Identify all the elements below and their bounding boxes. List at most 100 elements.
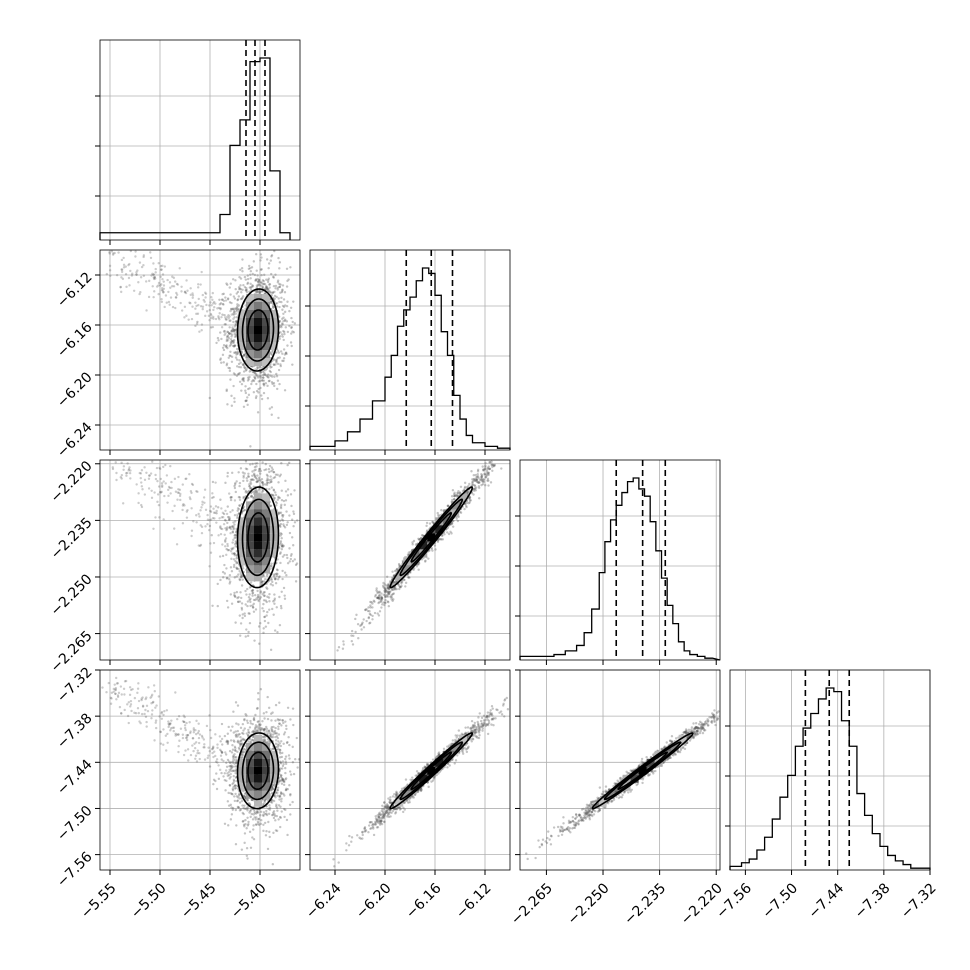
sample-point [282, 523, 285, 526]
sample-point [487, 484, 490, 487]
sample-point [245, 287, 248, 290]
sample-point [184, 291, 188, 295]
sample-point [244, 289, 247, 292]
sample-point [237, 373, 240, 376]
sample-point [385, 575, 389, 578]
sample-point [282, 298, 286, 301]
sample-point [373, 611, 377, 615]
sample-point [249, 266, 252, 270]
sample-point [289, 266, 292, 269]
sample-point [165, 474, 169, 477]
sample-point [221, 570, 225, 574]
sample-point [269, 565, 273, 568]
sample-point [200, 506, 203, 509]
sample-point [162, 290, 165, 294]
sample-point [236, 352, 239, 356]
sample-point [258, 375, 261, 378]
density-cell [270, 342, 278, 350]
sample-point [219, 526, 222, 529]
sample-point [237, 595, 240, 599]
sample-point [472, 493, 475, 496]
sample-point [259, 472, 262, 475]
sample-point [218, 517, 221, 520]
sample-point [230, 330, 233, 333]
sample-point [482, 468, 485, 471]
sample-point [269, 374, 272, 377]
sample-point [234, 540, 237, 543]
density-cell [254, 302, 262, 310]
sample-point [127, 263, 130, 267]
sample-point [270, 365, 273, 369]
sample-point [256, 277, 259, 281]
sample-point [219, 307, 222, 311]
sample-point [220, 325, 224, 329]
sample-point [187, 318, 190, 321]
sample-point [475, 486, 478, 489]
sample-point [161, 273, 165, 276]
sample-point [209, 312, 213, 316]
sample-point [238, 288, 241, 291]
sample-point [279, 511, 283, 514]
sample-point [242, 284, 245, 287]
sample-point [235, 316, 239, 319]
sample-point [210, 316, 213, 320]
sample-point [244, 491, 247, 494]
sample-point [269, 259, 272, 262]
sample-point [294, 563, 298, 567]
sample-point [270, 493, 273, 496]
sample-point [293, 558, 296, 561]
sample-point [229, 343, 232, 347]
sample-point [446, 504, 450, 507]
sample-point [283, 319, 287, 322]
sample-point [142, 255, 145, 259]
sample-point [230, 570, 234, 573]
sample-point [265, 286, 269, 289]
sample-point [231, 541, 234, 544]
sample-point [275, 351, 278, 354]
sample-point [288, 514, 291, 517]
sample-point [234, 279, 237, 282]
sample-point [251, 589, 254, 592]
sample-point [209, 518, 213, 521]
sample-point [180, 309, 184, 312]
sample-point [141, 488, 144, 491]
sample-point [280, 518, 284, 521]
sample-point [180, 285, 183, 288]
sample-point [258, 280, 261, 284]
sample-point [253, 377, 257, 380]
sample-point [175, 296, 178, 299]
sample-point [248, 482, 251, 486]
sample-point [142, 264, 145, 267]
sample-point [113, 251, 116, 255]
sample-point [487, 471, 490, 475]
sample-point [225, 362, 229, 365]
sample-point [428, 522, 432, 525]
sample-point [279, 331, 282, 334]
sample-point [279, 363, 282, 366]
sample-point [350, 639, 354, 643]
sample-point [238, 504, 242, 507]
sample-point [276, 362, 280, 366]
sample-point [229, 532, 232, 535]
sample-point [261, 461, 264, 464]
sample-point [221, 353, 225, 357]
scatter-3-0 [101, 676, 301, 866]
sample-point [485, 469, 489, 472]
sample-point [233, 483, 237, 486]
sample-point [253, 465, 257, 469]
sample-point [263, 373, 266, 376]
sample-point [157, 503, 161, 507]
density-cell [254, 342, 262, 350]
sample-point [254, 468, 257, 471]
sample-point [470, 470, 473, 473]
sample-point [290, 552, 293, 556]
sample-point [120, 270, 124, 274]
sample-point [170, 486, 173, 490]
sample-point [386, 590, 389, 593]
sample-point [225, 567, 228, 570]
sample-point [273, 497, 276, 500]
sample-point [260, 366, 264, 370]
sample-point [183, 316, 186, 319]
sample-point [231, 328, 234, 332]
sample-point [278, 337, 281, 341]
